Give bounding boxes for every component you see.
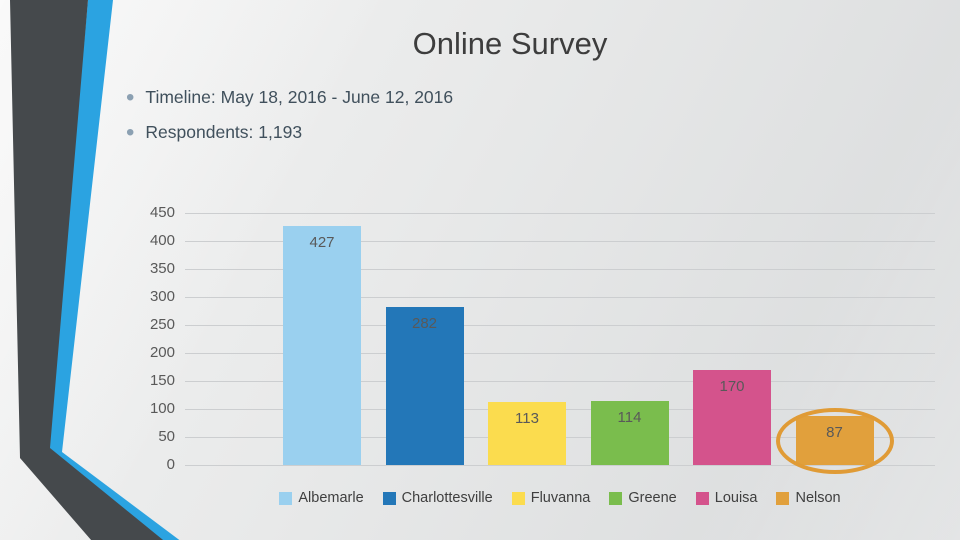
legend-item-nelson: Nelson [776, 490, 841, 506]
bullet-text-respondents: Respondents: 1,193 [145, 122, 303, 142]
bullet-text-timeline: Timeline: May 18, 2016 - June 12, 2016 [145, 87, 454, 107]
bar-value: 114 [617, 409, 642, 427]
legend-label: Albemarle [298, 490, 364, 506]
y-tick-label: 0 [166, 456, 175, 473]
bullet-list: • Timeline: May 18, 2016 - June 12, 2016… [126, 84, 453, 154]
bar-chart-plot: 427 282 113 114 170 87 [185, 213, 935, 474]
y-tick-label: 150 [149, 372, 175, 389]
legend-swatch [382, 491, 396, 505]
highlight-ellipse [775, 407, 894, 474]
bar-louisa: 170 [693, 369, 771, 465]
gridline [185, 297, 935, 298]
legend-swatch [511, 491, 525, 505]
bar-value: 113 [515, 409, 539, 427]
bar-value: 427 [309, 233, 335, 251]
legend-label: Charlottesville [401, 490, 493, 506]
bar-fluvanna: 113 [488, 401, 566, 465]
bullet-dot-icon: • [126, 119, 135, 146]
y-tick-label: 100 [149, 400, 175, 417]
bar-value: 282 [411, 315, 438, 333]
bullet-dot-icon: • [126, 84, 135, 111]
legend-swatch [609, 491, 623, 505]
legend-item-fluvanna: Fluvanna [511, 490, 591, 506]
gridline [185, 465, 935, 466]
y-tick-label: 400 [149, 232, 175, 249]
y-tick-label: 50 [158, 428, 175, 445]
y-tick-label: 200 [149, 344, 175, 361]
legend-item-greene: Greene [609, 490, 677, 506]
legend-label: Louisa [714, 490, 758, 506]
frame-blue-edge [45, 0, 180, 540]
legend-item-albemarle: Albemarle [279, 490, 364, 506]
legend-item-louisa: Louisa [695, 490, 758, 506]
legend-item-charlottesville: Charlottesville [382, 490, 493, 506]
bullet-item: • Timeline: May 18, 2016 - June 12, 2016 [126, 84, 454, 111]
bar-albemarle: 427 [283, 225, 361, 465]
left-frame-decoration [10, 0, 180, 540]
legend-swatch [695, 491, 709, 505]
gridline [185, 353, 935, 354]
legend-label: Nelson [795, 490, 841, 506]
legend-swatch [279, 491, 293, 505]
y-tick-label: 450 [149, 204, 175, 221]
gridline [185, 241, 935, 242]
y-tick-label: 300 [149, 288, 175, 305]
y-axis-labels: 0 50 100 150 200 250 300 350 400 450 [118, 204, 175, 473]
gridline [185, 381, 935, 382]
chart-legend: Albemarle Charlottesville Fluvanna Greene Lo… [185, 490, 935, 506]
gridline [185, 269, 935, 270]
legend-label: Fluvanna [530, 490, 591, 506]
y-tick-label: 350 [149, 260, 175, 277]
gridline [185, 325, 935, 326]
bar-greene: 114 [590, 401, 669, 465]
gridline [185, 213, 935, 214]
bullet-item: • Respondents: 1,193 [126, 119, 453, 146]
frame-dark-edge [10, 0, 164, 540]
y-tick-label: 250 [149, 316, 175, 333]
bar-charlottesville: 282 [385, 307, 464, 465]
slide-title: Online Survey [412, 26, 608, 61]
legend-swatch [776, 491, 790, 505]
legend-label: Greene [628, 490, 677, 506]
bar-value: 170 [719, 377, 745, 395]
